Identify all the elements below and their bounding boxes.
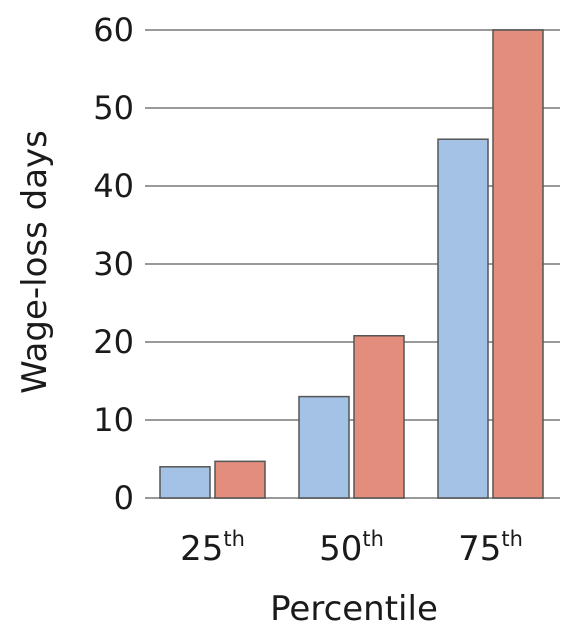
bar <box>492 29 544 499</box>
bar <box>298 395 350 499</box>
y-axis-title: Wage-loss days <box>15 130 55 394</box>
x-axis-ticks: 25th 50th 75th <box>180 527 523 569</box>
bar <box>353 335 405 499</box>
x-tick-label: 75th <box>458 527 523 569</box>
bar <box>214 460 266 499</box>
bars <box>159 29 544 499</box>
y-tick-label: 60 <box>93 11 134 49</box>
x-axis-title: Percentile <box>270 589 438 626</box>
y-axis-ticks: 0 10 20 30 40 50 60 <box>93 11 134 517</box>
x-tick-label: 25th <box>180 527 245 569</box>
y-tick-label: 30 <box>93 245 134 283</box>
y-tick-label: 0 <box>114 479 134 517</box>
x-tick-number: 50 <box>319 529 362 569</box>
x-tick-ordinal-suffix: th <box>501 527 523 551</box>
y-tick-label: 20 <box>93 323 134 361</box>
gridlines <box>145 29 560 499</box>
x-tick-ordinal-suffix: th <box>362 527 384 551</box>
bar <box>437 138 489 499</box>
y-tick-label: 40 <box>93 167 134 205</box>
y-tick-label: 10 <box>93 401 134 439</box>
x-tick-label: 50th <box>319 527 384 569</box>
x-tick-number: 25 <box>180 529 223 569</box>
y-tick-label: 50 <box>93 89 134 127</box>
bar <box>159 466 211 499</box>
x-tick-ordinal-suffix: th <box>223 527 245 551</box>
x-tick-number: 75 <box>458 529 501 569</box>
